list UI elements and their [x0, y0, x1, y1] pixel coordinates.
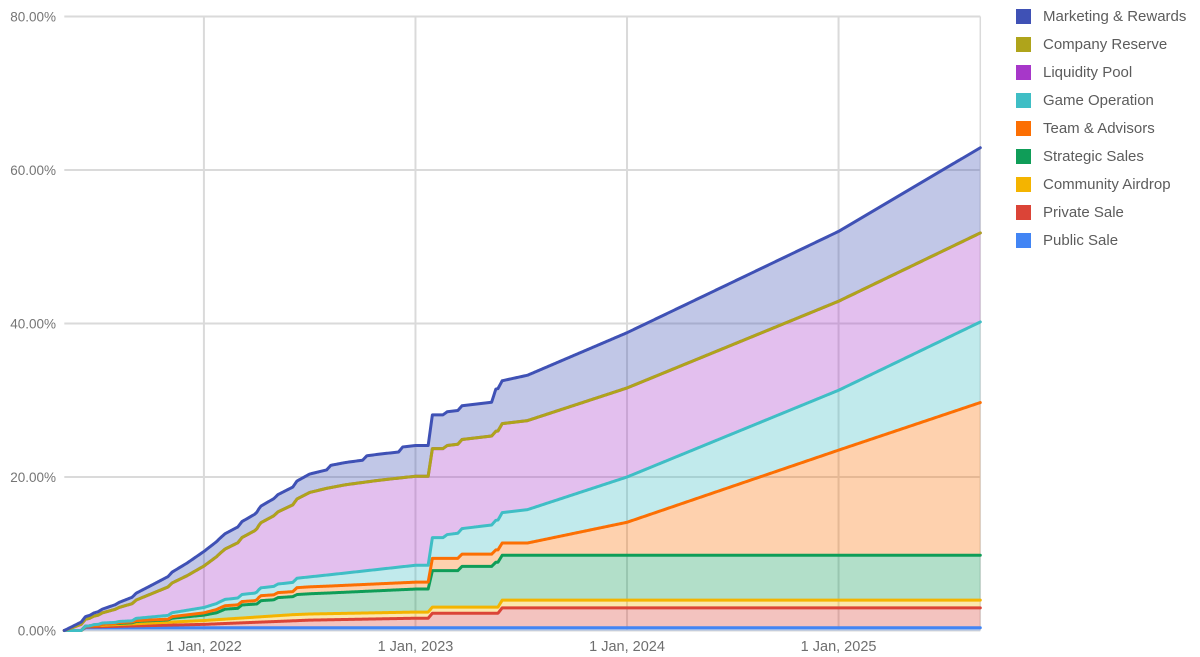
legend-color-swatch-icon: [1016, 37, 1031, 52]
legend-item-public-sale[interactable]: Public Sale: [1016, 233, 1186, 248]
line-marketing-and-rewards[interactable]: [62, 146, 982, 632]
x-axis-tick-label: 1 Jan, 2025: [801, 639, 877, 655]
legend-item-game-operation[interactable]: Game Operation: [1016, 93, 1186, 108]
x-axis-tick-label: 1 Jan, 2023: [378, 639, 454, 655]
area-strategic-sales[interactable]: [64, 555, 981, 631]
line-team-and-advisors[interactable]: [62, 401, 982, 632]
legend-label: Liquidity Pool: [1043, 64, 1133, 81]
legend-color-swatch-icon: [1016, 121, 1031, 136]
line-game-operation[interactable]: [62, 320, 982, 632]
line-community-airdrop[interactable]: [62, 598, 982, 632]
legend-item-liquidity-pool[interactable]: Liquidity Pool: [1016, 65, 1186, 80]
legend-label: Strategic Sales: [1043, 148, 1144, 165]
y-axis-tick-label: 0.00%: [18, 624, 56, 639]
y-axis-tick-label: 20.00%: [10, 470, 56, 485]
area-private-sale[interactable]: [64, 607, 981, 631]
area-team-and-advisors[interactable]: [64, 402, 981, 631]
legend-item-private-sale[interactable]: Private Sale: [1016, 205, 1186, 220]
line-company-reserve[interactable]: [62, 231, 982, 632]
y-axis-tick-label: 60.00%: [10, 163, 56, 178]
legend-label: Private Sale: [1043, 204, 1124, 221]
legend-color-swatch-icon: [1016, 149, 1031, 164]
legend-color-swatch-icon: [1016, 177, 1031, 192]
x-axis-tick-label: 1 Jan, 2024: [589, 639, 665, 655]
line-public-sale[interactable]: [62, 626, 982, 632]
legend-color-swatch-icon: [1016, 233, 1031, 248]
legend-label: Public Sale: [1043, 232, 1119, 249]
legend-color-swatch-icon: [1016, 93, 1031, 108]
area-liquidity-pool[interactable]: [64, 232, 981, 631]
legend-item-marketing-and-rewards[interactable]: Marketing & Rewards: [1016, 9, 1186, 24]
chart-series-areas[interactable]: [62, 146, 982, 632]
x-axis-tick-label: 1 Jan, 2022: [166, 639, 242, 655]
gridlines: [64, 15, 982, 632]
y-axis-tick-label: 80.00%: [10, 10, 56, 25]
legend-label: Game Operation: [1043, 92, 1154, 109]
legend-label: Marketing & Rewards: [1043, 8, 1187, 25]
legend-color-swatch-icon: [1016, 9, 1031, 24]
legend-item-community-airdrop[interactable]: Community Airdrop: [1016, 177, 1186, 192]
legend-label: Company Reserve: [1043, 36, 1168, 53]
line-strategic-sales[interactable]: [62, 553, 982, 632]
chart-legend: Marketing & Rewards Company Reserve Liquid…: [1016, 9, 1186, 248]
legend-label: Team & Advisors: [1043, 120, 1155, 137]
legend-label: Community Airdrop: [1043, 176, 1171, 193]
axis-labels: 0.00% 20.00% 40.00% 60.00% 80.00% 1 Jan, 2022…: [10, 10, 876, 656]
area-marketing-and-rewards[interactable]: [64, 147, 981, 631]
y-axis-tick-label: 40.00%: [10, 317, 56, 332]
line-private-sale[interactable]: [62, 606, 982, 632]
legend-item-team-and-advisors[interactable]: Team & Advisors: [1016, 121, 1186, 136]
legend-color-swatch-icon: [1016, 65, 1031, 80]
legend-item-strategic-sales[interactable]: Strategic Sales: [1016, 149, 1186, 164]
legend-item-company-reserve[interactable]: Company Reserve: [1016, 37, 1186, 52]
legend-color-swatch-icon: [1016, 205, 1031, 220]
